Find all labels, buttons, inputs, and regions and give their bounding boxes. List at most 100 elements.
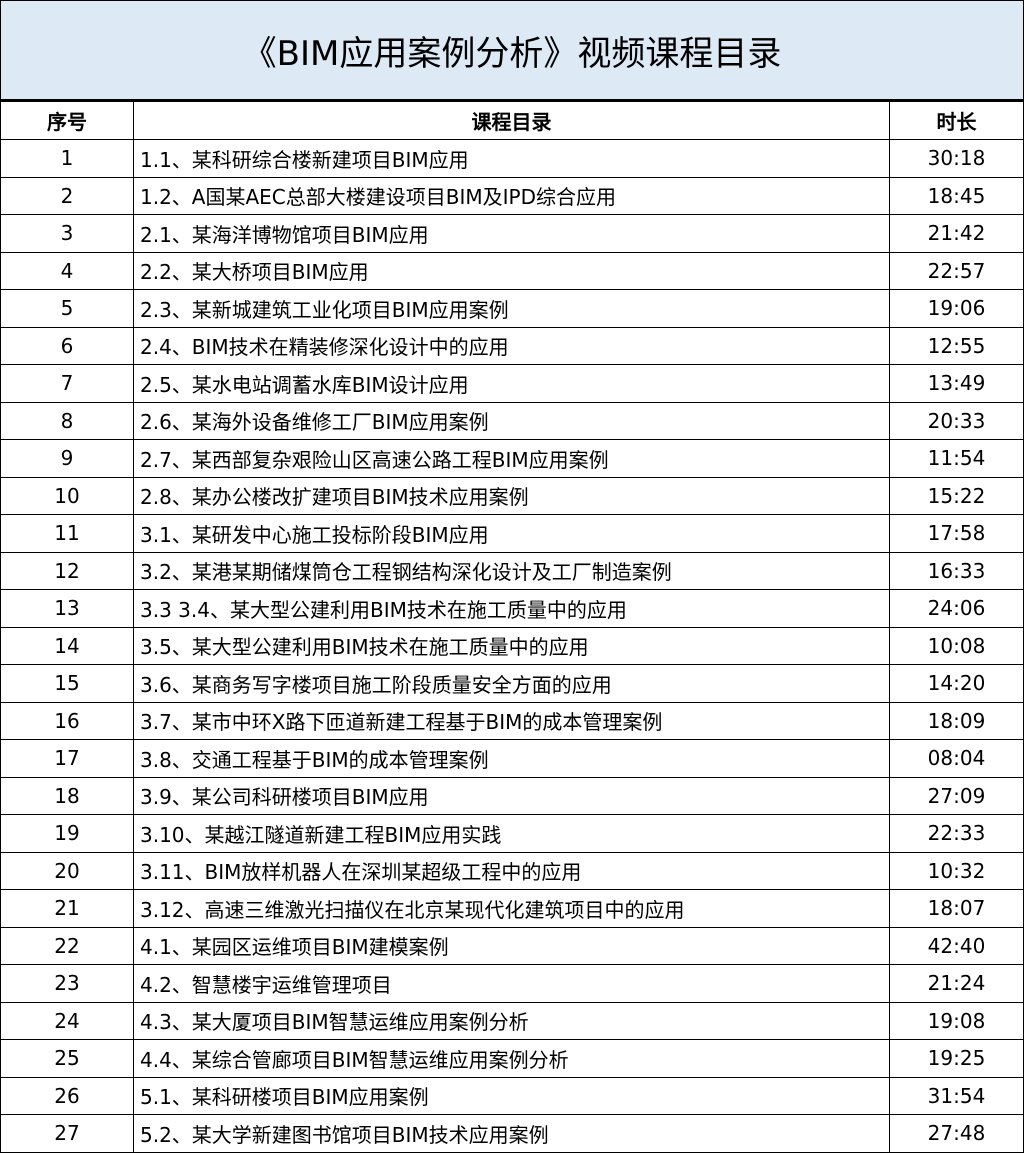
row-duration: 22:33 [889,814,1024,853]
row-duration: 14:20 [889,664,1024,703]
row-duration: 21:24 [889,964,1024,1003]
row-course: 2.5、某水电站调蓄水库BIM设计应用 [133,364,890,403]
table-body: 1 1.1、某科研综合楼新建项目BIM应用 30:18 2 1.2、A国某AEC总部大楼… [0,139,1024,1153]
row-duration: 31:54 [889,1076,1024,1115]
row-course: 3.10、某越江隧道新建工程BIM应用实践 [133,814,890,853]
row-index: 16 [0,701,134,740]
row-duration: 18:07 [889,889,1024,928]
header-index: 序号 [0,101,134,140]
row-course: 1.1、某科研综合楼新建项目BIM应用 [133,139,890,178]
header-course: 课程目录 [133,101,890,140]
table-row: 12 3.2、某港某期储煤筒仓工程钢结构深化设计及工厂制造案例 16:33 [0,551,1024,590]
row-index: 18 [0,776,134,815]
row-duration: 27:48 [889,1114,1024,1153]
row-index: 27 [0,1114,134,1153]
table-row: 9 2.7、某西部复杂艰险山区高速公路工程BIM应用案例 11:54 [0,439,1024,478]
row-course: 2.2、某大桥项目BIM应用 [133,251,890,290]
row-duration: 27:09 [889,776,1024,815]
row-duration: 42:40 [889,926,1024,965]
row-duration: 19:25 [889,1039,1024,1078]
row-duration: 08:04 [889,739,1024,778]
row-course: 3.3 3.4、某大型公建利用BIM技术在施工质量中的应用 [133,589,890,628]
table-row: 13 3.3 3.4、某大型公建利用BIM技术在施工质量中的应用 24:06 [0,589,1024,628]
row-index: 9 [0,439,134,478]
table-row: 22 4.1、某园区运维项目BIM建模案例 42:40 [0,926,1024,965]
row-index: 19 [0,814,134,853]
row-duration: 17:58 [889,514,1024,553]
table-row: 25 4.4、某综合管廊项目BIM智慧运维应用案例分析 19:25 [0,1039,1024,1078]
row-index: 26 [0,1076,134,1115]
row-duration: 10:32 [889,851,1024,890]
table-row: 23 4.2、智慧楼宇运维管理项目 21:24 [0,964,1024,1003]
table-row: 16 3.7、某市中环X路下匝道新建工程基于BIM的成本管理案例 18:09 [0,701,1024,740]
table-row: 17 3.8、交通工程基于BIM的成本管理案例 08:04 [0,739,1024,778]
row-index: 7 [0,364,134,403]
row-index: 5 [0,289,134,328]
row-course: 5.2、某大学新建图书馆项目BIM技术应用案例 [133,1114,890,1153]
row-course: 2.1、某海洋博物馆项目BIM应用 [133,214,890,253]
table-row: 26 5.1、某科研楼项目BIM应用案例 31:54 [0,1076,1024,1115]
row-course: 3.8、交通工程基于BIM的成本管理案例 [133,739,890,778]
row-index: 11 [0,514,134,553]
row-duration: 11:54 [889,439,1024,478]
row-course: 2.3、某新城建筑工业化项目BIM应用案例 [133,289,890,328]
row-course: 4.4、某综合管廊项目BIM智慧运维应用案例分析 [133,1039,890,1078]
row-index: 2 [0,176,134,215]
row-course: 3.1、某研发中心施工投标阶段BIM应用 [133,514,890,553]
page-title: 《BIM应用案例分析》视频课程目录 [0,0,1024,101]
row-duration: 24:06 [889,589,1024,628]
row-course: 3.6、某商务写字楼项目施工阶段质量安全方面的应用 [133,664,890,703]
row-course: 2.7、某西部复杂艰险山区高速公路工程BIM应用案例 [133,439,890,478]
table-row: 20 3.11、BIM放样机器人在深圳某超级工程中的应用 10:32 [0,851,1024,890]
row-duration: 20:33 [889,401,1024,440]
row-index: 12 [0,551,134,590]
row-duration: 10:08 [889,626,1024,665]
table-row: 7 2.5、某水电站调蓄水库BIM设计应用 13:49 [0,364,1024,403]
row-index: 21 [0,889,134,928]
row-course: 3.12、高速三维激光扫描仪在北京某现代化建筑项目中的应用 [133,889,890,928]
row-index: 20 [0,851,134,890]
row-index: 24 [0,1001,134,1040]
table-row: 6 2.4、BIM技术在精装修深化设计中的应用 12:55 [0,326,1024,365]
table-row: 14 3.5、某大型公建利用BIM技术在施工质量中的应用 10:08 [0,626,1024,665]
row-index: 1 [0,139,134,178]
row-index: 23 [0,964,134,1003]
row-course: 3.11、BIM放样机器人在深圳某超级工程中的应用 [133,851,890,890]
table-row: 15 3.6、某商务写字楼项目施工阶段质量安全方面的应用 14:20 [0,664,1024,703]
row-course: 2.4、BIM技术在精装修深化设计中的应用 [133,326,890,365]
row-course: 4.1、某园区运维项目BIM建模案例 [133,926,890,965]
header-row: 序号 课程目录 时长 [0,101,1024,140]
row-duration: 19:06 [889,289,1024,328]
row-course: 2.8、某办公楼改扩建项目BIM技术应用案例 [133,476,890,515]
row-duration: 16:33 [889,551,1024,590]
table-row: 2 1.2、A国某AEC总部大楼建设项目BIM及IPD综合应用 18:45 [0,176,1024,215]
table-row: 5 2.3、某新城建筑工业化项目BIM应用案例 19:06 [0,289,1024,328]
row-index: 10 [0,476,134,515]
table-row: 27 5.2、某大学新建图书馆项目BIM技术应用案例 27:48 [0,1114,1024,1153]
row-index: 3 [0,214,134,253]
row-index: 8 [0,401,134,440]
table-row: 4 2.2、某大桥项目BIM应用 22:57 [0,251,1024,290]
row-index: 13 [0,589,134,628]
row-index: 4 [0,251,134,290]
row-duration: 18:09 [889,701,1024,740]
row-duration: 30:18 [889,139,1024,178]
row-duration: 13:49 [889,364,1024,403]
table-row: 24 4.3、某大厦项目BIM智慧运维应用案例分析 19:08 [0,1001,1024,1040]
course-table: 序号 课程目录 时长 1 1.1、某科研综合楼新建项目BIM应用 30:18 2 1.2… [0,101,1024,1153]
table-row: 11 3.1、某研发中心施工投标阶段BIM应用 17:58 [0,514,1024,553]
row-course: 3.2、某港某期储煤筒仓工程钢结构深化设计及工厂制造案例 [133,551,890,590]
row-course: 4.2、智慧楼宇运维管理项目 [133,964,890,1003]
row-course: 3.5、某大型公建利用BIM技术在施工质量中的应用 [133,626,890,665]
table-row: 8 2.6、某海外设备维修工厂BIM应用案例 20:33 [0,401,1024,440]
row-course: 1.2、A国某AEC总部大楼建设项目BIM及IPD综合应用 [133,176,890,215]
table-row: 3 2.1、某海洋博物馆项目BIM应用 21:42 [0,214,1024,253]
header-duration: 时长 [889,101,1024,140]
row-course: 2.6、某海外设备维修工厂BIM应用案例 [133,401,890,440]
row-index: 6 [0,326,134,365]
row-duration: 12:55 [889,326,1024,365]
table-row: 19 3.10、某越江隧道新建工程BIM应用实践 22:33 [0,814,1024,853]
row-index: 17 [0,739,134,778]
row-index: 15 [0,664,134,703]
row-course: 3.7、某市中环X路下匝道新建工程基于BIM的成本管理案例 [133,701,890,740]
